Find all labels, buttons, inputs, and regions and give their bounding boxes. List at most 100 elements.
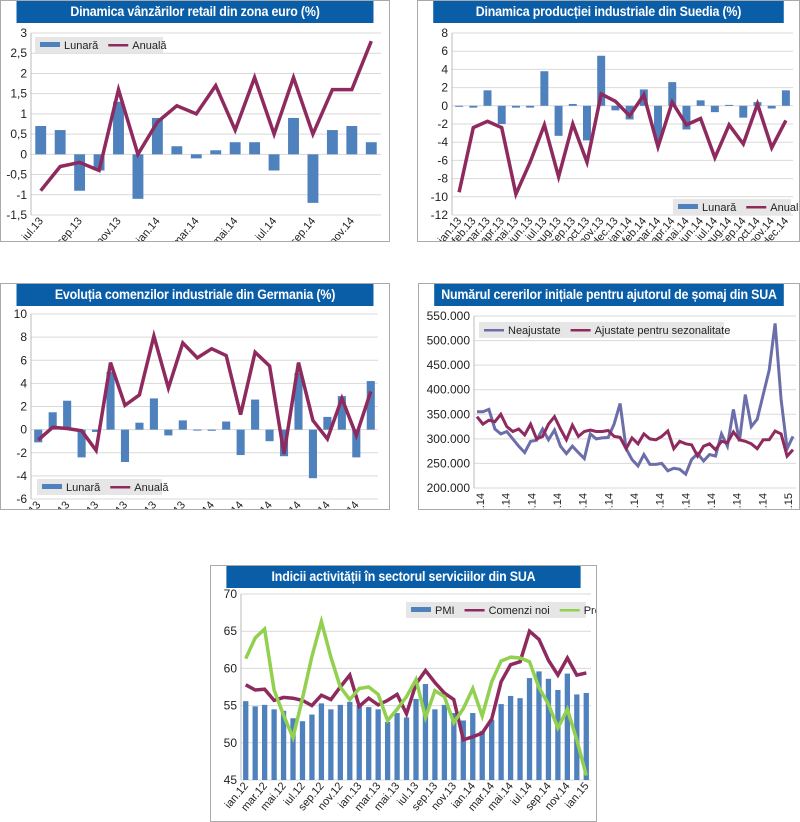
bar-Lunară <box>92 429 101 432</box>
y-tick-label: 0 <box>441 99 448 113</box>
bar-PMI <box>507 695 514 780</box>
y-tick-label: 0,5 <box>10 127 27 141</box>
y-tick-label: -12 <box>431 208 449 222</box>
legend-swatch <box>110 486 131 489</box>
legend-swatch <box>108 44 129 47</box>
y-tick-label: 0 <box>20 147 27 161</box>
bar-PMI <box>337 704 343 780</box>
bar-Lunară <box>268 154 280 171</box>
chart-title: Evoluția comenzilor industriale din Germ… <box>16 284 374 306</box>
chart-svg: 1086420-2-4-6ian.13mar.13mai.13iul.13sep… <box>14 307 378 509</box>
y-tick-label: 4 <box>20 376 27 390</box>
y-tick-label: -2 <box>16 446 27 460</box>
y-tick-label: 45 <box>224 773 238 787</box>
bar-PMI <box>262 704 268 780</box>
legend-label: Anuală <box>132 40 167 52</box>
legend-swatch <box>484 329 504 332</box>
bar-Lunară <box>113 101 124 155</box>
y-tick-label: 55 <box>224 699 238 713</box>
y-tick-label: 4 <box>441 62 448 76</box>
x-tick-label: mar.14 <box>215 499 246 509</box>
bar-Lunară <box>597 55 606 106</box>
x-tick-label: mai.14 <box>244 499 274 509</box>
x-tick-label: 25.12.14 <box>757 493 769 509</box>
bar-Lunară <box>725 104 734 106</box>
x-tick-label: mai.13 <box>71 499 101 509</box>
legend-swatch <box>42 484 62 489</box>
line-Prețuri <box>244 614 588 776</box>
x-tick-label: 25.04.14 <box>552 493 564 509</box>
y-tick-label: 70 <box>224 587 238 601</box>
legend-swatch <box>678 204 698 209</box>
chart-title: Dinamica vânzărilor retail din zona euro… <box>16 1 374 23</box>
x-tick-label: mar.13 <box>42 499 73 509</box>
bar-PMI <box>555 689 561 780</box>
bar-PMI <box>366 707 372 780</box>
bar-Lunară <box>710 105 719 113</box>
bar-PMI <box>252 706 258 780</box>
x-tick-label: 25.08.14 <box>655 493 667 509</box>
chart-us-jobless-claims: Numărul cererilor inițiale pentru ajutor… <box>418 283 800 510</box>
line-Neajustate <box>477 323 795 477</box>
bar-PMI <box>394 713 400 780</box>
bar-Lunară <box>365 142 377 155</box>
bar-PMI <box>403 717 410 780</box>
x-tick-label: nov.14 <box>332 499 362 509</box>
x-tick-label: mar.14 <box>171 215 202 241</box>
legend-label: Anuală <box>134 482 169 494</box>
bar-Lunară <box>93 154 105 171</box>
bar-PMI <box>271 709 277 780</box>
y-tick-label: 60 <box>224 661 238 675</box>
y-tick-label: 1,5 <box>10 87 27 101</box>
bar-Lunară <box>77 429 86 458</box>
x-tick-label: sep.14 <box>302 499 332 509</box>
x-tick-label: 25.03.14 <box>526 493 538 509</box>
bar-Lunară <box>164 429 173 436</box>
y-tick-label: 200.000 <box>427 481 471 495</box>
bar-Lunară <box>193 429 202 431</box>
chart-title: Dinamica producției industriale din Sued… <box>433 1 784 23</box>
bar-PMI <box>290 718 296 780</box>
legend-label: PMI <box>435 605 455 617</box>
y-tick-label: 500.000 <box>427 334 471 348</box>
bar-PMI <box>347 701 353 780</box>
bar-Lunară <box>120 429 130 462</box>
legend <box>406 602 586 618</box>
bar-Lunară <box>483 90 492 106</box>
line-Anuală <box>457 90 788 200</box>
x-tick-label: mai.14 <box>210 215 240 241</box>
x-tick-label: nov.13 <box>94 215 124 241</box>
legend-label: Comenzi noi <box>489 605 550 617</box>
bar-PMI <box>583 692 589 780</box>
bar-Lunară <box>222 421 231 430</box>
legend-label: Ajustate pentru sezonalitate <box>595 325 731 337</box>
bar-Lunară <box>135 422 144 430</box>
y-tick-label: 0 <box>20 423 27 437</box>
bar-Lunară <box>35 126 47 155</box>
bar-Lunară <box>455 105 464 107</box>
y-tick-label: 6 <box>441 44 448 58</box>
y-tick-label: -2 <box>437 117 448 131</box>
bar-Lunară <box>74 154 86 191</box>
chart-title: Numărul cererilor inițiale pentru ajutor… <box>434 284 784 306</box>
bar-Lunară <box>171 146 183 155</box>
bar-Lunară <box>583 105 591 141</box>
y-tick-label: 550.000 <box>427 309 471 323</box>
y-tick-label: 2 <box>20 66 27 80</box>
y-tick-label: 400.000 <box>427 383 471 397</box>
bar-Lunară <box>497 105 506 124</box>
bar-Lunară <box>151 117 163 155</box>
legend-swatch <box>559 609 580 612</box>
y-tick-label: 2 <box>441 81 448 95</box>
bar-Lunară <box>48 412 57 430</box>
bar-PMI <box>375 709 381 780</box>
bar-Lunară <box>229 142 241 155</box>
x-tick-label: sep.13 <box>129 499 159 509</box>
y-tick-label: -10 <box>431 190 449 204</box>
y-tick-label: 65 <box>224 624 238 638</box>
bar-Lunară <box>149 398 158 430</box>
x-tick-label: nov.13 <box>158 499 188 509</box>
legend-label: Anuală <box>770 202 799 214</box>
